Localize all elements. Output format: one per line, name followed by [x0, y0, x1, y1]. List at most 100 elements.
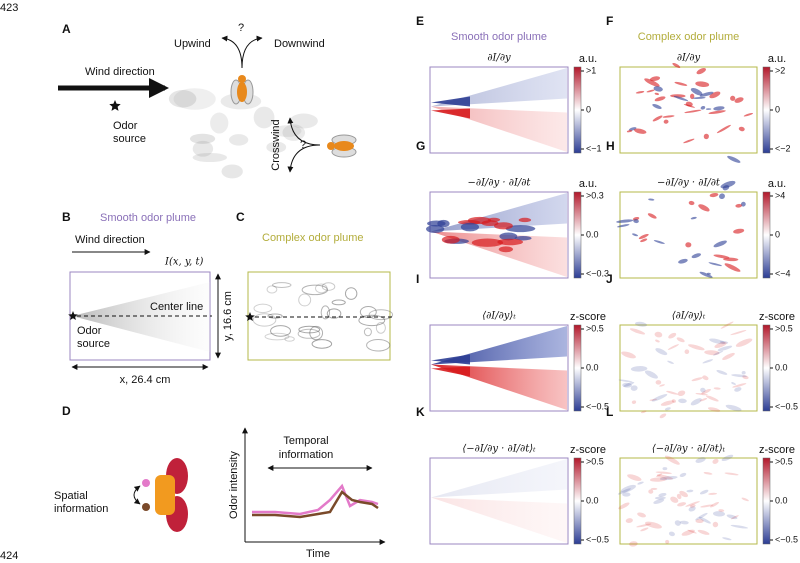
heatmap-streak — [647, 213, 657, 219]
colorbar-tick-label: <−0.3 — [586, 268, 609, 278]
heatmap-streak — [654, 496, 666, 500]
panel-header: Smooth odor plume — [100, 212, 196, 224]
plume-swirl — [358, 314, 386, 327]
heatmap-streak — [692, 96, 706, 99]
heatmap-region — [431, 459, 567, 498]
heatmap-streak — [725, 404, 742, 412]
heatmap-streak — [460, 222, 480, 232]
plume-swirl — [363, 327, 372, 337]
star — [68, 311, 78, 320]
colorbar — [762, 66, 771, 154]
heatmap-streak — [656, 474, 674, 480]
heatmap-streak — [731, 374, 747, 378]
heatmap-streak — [514, 236, 532, 241]
plume-swirl — [284, 336, 295, 342]
heatmap-streak — [670, 94, 686, 98]
fly-part — [237, 82, 247, 102]
panel-header: Complex odor plume — [638, 31, 740, 43]
heatmap-streak — [618, 379, 633, 383]
panel-header: Smooth odor plume — [451, 31, 547, 43]
colorbar-tick-label: 0 — [775, 104, 780, 114]
trace — [252, 490, 379, 519]
heatmap-streak — [659, 413, 667, 419]
heatmap-streak — [706, 272, 711, 275]
intensity-label: I(x, y, t) — [164, 257, 204, 268]
plume-swirl — [252, 313, 277, 327]
temporal-label: Temporal — [283, 435, 328, 447]
heatmap-streak — [679, 520, 689, 525]
heatmap-streak — [679, 472, 687, 477]
question: ? — [300, 139, 306, 151]
plume-swirl — [321, 282, 336, 291]
heatmap-streak — [683, 138, 695, 144]
heatmap-streak — [652, 115, 663, 122]
heatmap-streak — [640, 410, 647, 414]
heatmap-region — [431, 364, 567, 410]
heatmap-streak — [688, 506, 696, 512]
plume-swirl — [314, 283, 328, 294]
heatmap-streak — [655, 471, 672, 474]
heatmap-streak — [662, 115, 675, 118]
odor-blob — [266, 141, 287, 153]
heatmap-streak — [719, 193, 725, 200]
heatmap-streak — [653, 86, 663, 92]
formula: ⟨−∂I/∂y · ∂I/∂t⟩ₜ — [652, 444, 726, 455]
heatmap-streak — [701, 388, 711, 395]
heatmap-streak — [710, 501, 719, 508]
odor-blob — [168, 90, 197, 108]
heatmap-streak — [654, 92, 659, 96]
heatmap-streak — [655, 339, 660, 343]
formula: −∂I/∂y · ∂I/∂t — [657, 178, 721, 189]
heatmap-streak — [623, 381, 635, 387]
panel-letter: B — [62, 210, 71, 224]
heatmap-streak — [690, 216, 697, 220]
plume-swirl — [326, 308, 342, 319]
plume-swirl — [266, 285, 278, 294]
colorbar-unit: z-score — [570, 311, 606, 323]
heatmap-streak — [618, 502, 630, 510]
heatmap-frame — [619, 457, 758, 545]
heatmap-streak — [695, 81, 710, 87]
heatmap-streak — [667, 360, 674, 364]
odor-blob — [221, 164, 243, 179]
heatmap-streak — [653, 498, 665, 504]
heatmap-streak — [697, 529, 710, 535]
colorbar — [573, 324, 582, 412]
heatmap-streak — [703, 133, 709, 140]
heatmap-streak — [493, 222, 513, 230]
heatmap-streak — [662, 467, 668, 471]
heatmap-streak — [665, 539, 670, 544]
colorbar-tick-label: <−2 — [775, 143, 791, 153]
heatmap-streak — [719, 340, 729, 344]
colorbar — [573, 66, 582, 154]
choice-arrow — [221, 35, 243, 69]
heatmap-streak — [631, 400, 637, 404]
colorbar — [762, 324, 771, 412]
panel-letter: C — [236, 210, 245, 224]
colorbar-tick-label: >0.5 — [586, 456, 604, 466]
fly-body — [155, 475, 175, 515]
formula: ⟨∂I/∂y⟩ₜ — [482, 311, 516, 322]
heatmap-streak — [674, 520, 681, 526]
odor-blob — [192, 140, 214, 157]
heatmap-streak — [721, 454, 734, 462]
heatmap-region — [431, 108, 470, 119]
heatmap-streak — [732, 383, 747, 388]
heatmap-streak — [712, 350, 724, 356]
heatmap-streak — [649, 76, 661, 82]
heatmap-streak — [699, 91, 714, 97]
heatmap-streak — [625, 518, 633, 523]
y-size-label: y, 16.6 cm — [222, 291, 234, 341]
heatmap-streak — [730, 515, 739, 520]
heatmap-streak — [629, 541, 638, 547]
heatmap-streak — [518, 217, 532, 223]
plume-swirl — [320, 305, 331, 320]
heatmap-region — [431, 106, 567, 152]
heatmap-streak — [720, 321, 734, 329]
heatmap-streak — [733, 228, 745, 234]
heatmap-streak — [734, 97, 744, 103]
heatmap-streak — [690, 93, 695, 100]
odor-blob — [229, 134, 249, 146]
heatmap-streak — [638, 233, 649, 240]
heatmap-streak — [674, 81, 688, 86]
